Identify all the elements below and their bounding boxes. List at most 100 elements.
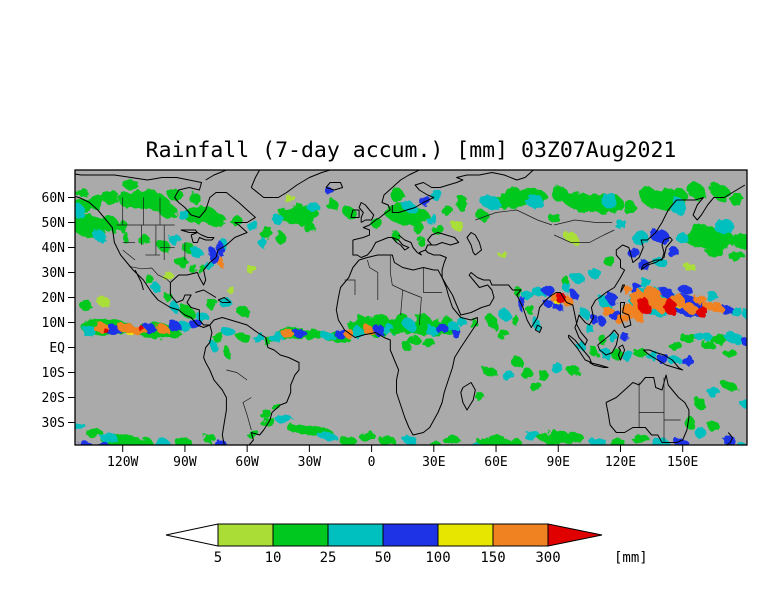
- political-border: [475, 209, 553, 226]
- rain-cell: [203, 242, 212, 258]
- rain-cell: [606, 345, 619, 355]
- rain-cell: [699, 285, 712, 295]
- lon-tick-label: 150E: [667, 455, 698, 470]
- coastline: [726, 432, 733, 445]
- rain-cell: [203, 207, 221, 223]
- rain-cell: [164, 230, 177, 240]
- rain-cell: [346, 322, 360, 333]
- rain-cell: [288, 422, 306, 433]
- lon-tick-label: 60E: [484, 455, 507, 470]
- rain-cell: [367, 215, 380, 225]
- rain-cell: [616, 327, 625, 338]
- rain-cell: [682, 217, 704, 233]
- rain-cell: [307, 202, 320, 213]
- rain-cell: [670, 227, 683, 238]
- coastline: [441, 184, 746, 346]
- rain-cell: [75, 417, 82, 428]
- rain-cell: [255, 405, 268, 415]
- rain-cell: [222, 281, 231, 289]
- rain-cell: [562, 230, 575, 240]
- rain-cell: [645, 222, 662, 238]
- lat-tick-label: 60N: [42, 191, 65, 206]
- rain-cell: [593, 342, 606, 353]
- coastline: [620, 284, 626, 293]
- rain-cell: [272, 215, 285, 225]
- colorbar-unit-label: [mm]: [614, 550, 648, 566]
- rain-cell: [87, 225, 100, 235]
- colorbar-tick-label: 100: [425, 550, 450, 566]
- rain-cell: [274, 232, 287, 243]
- rain-cell: [639, 277, 652, 288]
- rain-cell: [674, 280, 687, 290]
- rain-cell: [214, 292, 227, 303]
- rain-cell: [438, 430, 455, 440]
- rain-cell: [429, 317, 443, 328]
- rain-cell: [479, 362, 492, 373]
- rain-cell: [355, 427, 372, 438]
- rain-cell: [452, 192, 465, 208]
- rain-cell: [649, 252, 662, 263]
- coastline: [134, 269, 144, 291]
- lon-tick-label: 90W: [173, 455, 197, 470]
- rain-cell: [211, 237, 221, 253]
- rain-cell: [707, 387, 720, 398]
- colorbar-segment: [272, 523, 329, 547]
- rain-cell: [149, 318, 163, 327]
- lat-tick-label: 30S: [42, 416, 65, 431]
- rain-cell: [421, 210, 434, 220]
- colorbar-segment: [382, 523, 439, 547]
- coastline: [250, 170, 331, 198]
- rain-cell: [388, 227, 397, 238]
- rain-cell: [688, 422, 702, 433]
- rain-cell: [572, 200, 586, 210]
- lat-tick-label: 10S: [42, 366, 65, 381]
- rain-cell: [541, 285, 555, 295]
- rain-cell: [303, 222, 316, 233]
- rain-cell: [419, 435, 436, 445]
- rain-cell: [579, 317, 588, 328]
- coastline: [209, 317, 300, 445]
- rain-cell: [413, 190, 426, 200]
- coastline: [640, 237, 673, 271]
- lon-tick-label: 90E: [547, 455, 570, 470]
- rain-cell: [666, 337, 679, 348]
- political-border: [400, 289, 404, 316]
- rain-cell: [574, 302, 584, 313]
- colorbar-tick-label: 300: [535, 550, 560, 566]
- rain-cell: [218, 342, 227, 353]
- rain-cell: [603, 327, 613, 338]
- rain-cell: [209, 435, 223, 445]
- rain-cell: [655, 352, 669, 363]
- rain-cell: [158, 268, 171, 277]
- rain-cell: [75, 185, 86, 195]
- rain-cell: [116, 227, 125, 238]
- rain-cell: [429, 222, 443, 233]
- rain-cell: [95, 295, 109, 305]
- rain-cell: [618, 347, 631, 358]
- colorbar-tick-label: 25: [320, 550, 337, 566]
- coastline: [190, 232, 215, 243]
- map-area: 60N 50N 40N 30N 20N 10N EQ 10S 20S 30S 120W 90W 60W…: [42, 169, 748, 470]
- rain-cell: [481, 312, 494, 323]
- coastline: [205, 170, 227, 181]
- colorbar-tick-label: 50: [375, 550, 392, 566]
- rain-cell: [496, 307, 509, 318]
- rain-cell: [440, 315, 453, 325]
- lon-tick-label: 60W: [235, 455, 259, 470]
- rain-cell: [699, 337, 712, 348]
- coastline: [358, 202, 375, 223]
- rain-cell: [556, 291, 565, 304]
- colorbar-segment: [492, 523, 549, 547]
- rain-cell: [715, 300, 729, 310]
- rain-cell: [247, 327, 260, 338]
- rain-cell: [718, 342, 731, 353]
- rain-cell: [593, 330, 602, 340]
- rain-cell: [585, 432, 602, 443]
- political-border: [389, 255, 403, 291]
- rain-cell: [618, 300, 631, 315]
- rain-cell: [608, 212, 621, 223]
- rain-cell: [599, 252, 613, 263]
- coastline: [217, 297, 232, 303]
- rain-cell: [506, 352, 519, 363]
